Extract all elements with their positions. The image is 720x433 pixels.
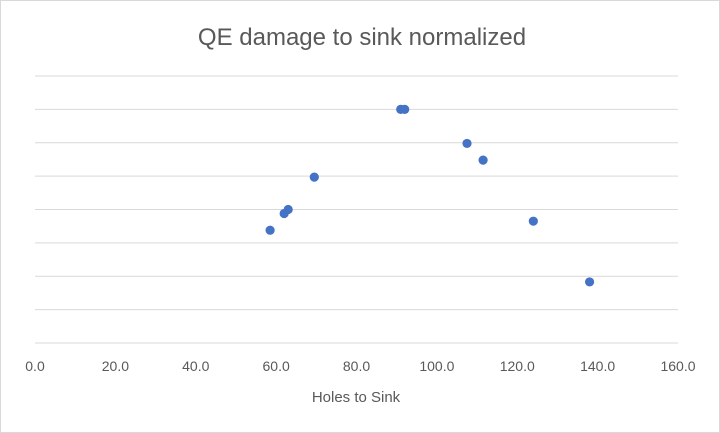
x-axis-label: Holes to Sink [312, 389, 401, 406]
x-tick-labels: 0.0 20.0 40.0 60.0 80.0 100.0 120.0 140.0 160.0 [25, 358, 695, 374]
data-point [528, 216, 538, 226]
x-tick-label: 60.0 [263, 358, 290, 374]
x-tick-label: 80.0 [343, 358, 370, 374]
data-point [265, 225, 275, 235]
data-point [400, 104, 410, 114]
x-tick-label: 160.0 [660, 358, 695, 374]
data-point [478, 155, 488, 165]
x-tick-label: 100.0 [419, 358, 454, 374]
data-point [283, 204, 293, 215]
data-point [309, 172, 319, 182]
x-tick-label: 40.0 [182, 358, 209, 374]
x-tick-label: 0.0 [25, 358, 45, 374]
gridlines [35, 75, 678, 344]
x-tick-label: 140.0 [580, 358, 615, 374]
data-point [462, 138, 472, 149]
x-tick-label: 20.0 [102, 358, 129, 374]
x-tick-label: 120.0 [500, 358, 535, 374]
data-points [265, 104, 595, 287]
chart-title: QE damage to sink normalized [198, 24, 526, 51]
data-point [584, 277, 595, 287]
